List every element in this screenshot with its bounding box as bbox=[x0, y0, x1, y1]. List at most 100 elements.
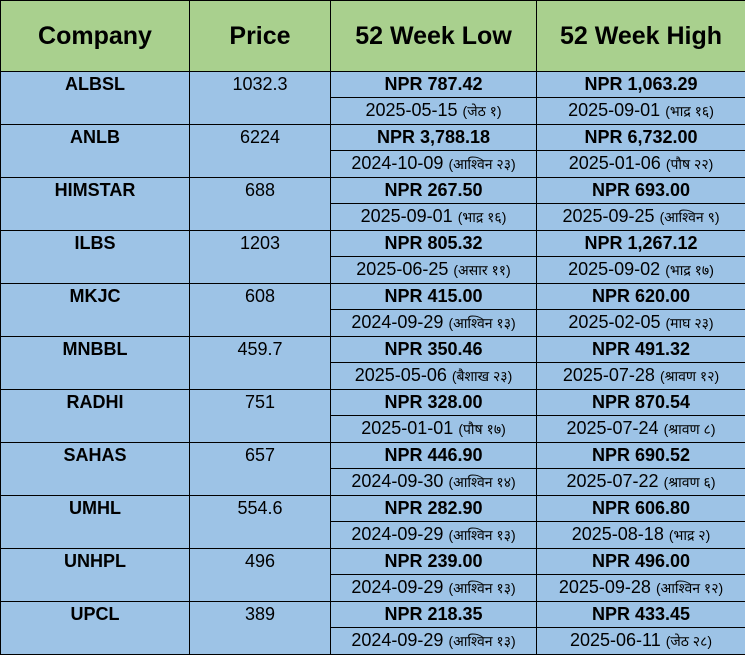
high-date-cell: 2025-07-22 (श्रावण ६) bbox=[536, 468, 745, 496]
table-row: ILBS 1203 NPR 805.32 NPR 1,267.12 bbox=[0, 230, 745, 284]
high-date-nepali: (श्रावण ८) bbox=[663, 421, 716, 437]
high-date-cell: 2025-01-06 (पौष २२) bbox=[536, 150, 745, 178]
low-date-nepali: (आश्विन १३) bbox=[448, 315, 516, 331]
low-date: 2025-09-01 bbox=[360, 206, 453, 226]
low-date-cell: 2025-05-06 (बैशाख २३) bbox=[330, 362, 537, 390]
low-date: 2024-09-29 bbox=[351, 524, 444, 544]
low-date: 2024-09-29 bbox=[351, 577, 444, 597]
high-date-nepali: (माघ २३) bbox=[665, 315, 714, 331]
high-date: 2025-09-25 bbox=[562, 206, 655, 226]
high-date-nepali: (पौष २२) bbox=[665, 156, 714, 172]
high-price-cell: NPR 690.52 bbox=[536, 442, 745, 469]
table-row: UMHL 554.6 NPR 282.90 NPR 606.80 bbox=[0, 495, 745, 549]
header-price: Price bbox=[189, 0, 331, 72]
high-date-cell: 2025-07-24 (श्रावण ८) bbox=[536, 415, 745, 443]
low-price-cell: NPR 267.50 bbox=[330, 177, 537, 204]
price-cell: 1032.3 bbox=[189, 71, 331, 125]
table-row-dates: 2024-09-29 (आश्विन १३) 2025-06-11 (जेठ २… bbox=[1, 627, 745, 655]
high-date-cell: 2025-08-18 (भाद्र २) bbox=[536, 521, 745, 549]
low-price-cell: NPR 446.90 bbox=[330, 442, 537, 469]
low-date-cell: 2025-01-01 (पौष १७) bbox=[330, 415, 537, 443]
low-date-nepali: (असार ११) bbox=[453, 262, 511, 278]
high-date-cell: 2025-07-28 (श्रावण १२) bbox=[536, 362, 745, 390]
table-row-dates: 2024-09-29 (आश्विन १३) 2025-02-05 (माघ २… bbox=[1, 309, 745, 337]
high-date: 2025-09-28 bbox=[558, 577, 651, 597]
low-price-cell: NPR 282.90 bbox=[330, 495, 537, 522]
table-row: UNHPL 496 NPR 239.00 NPR 496.00 bbox=[0, 548, 745, 602]
table-row-dates: 2025-05-15 (जेठ १) 2025-09-01 (भाद्र १६) bbox=[1, 97, 745, 125]
price-cell: 6224 bbox=[189, 124, 331, 178]
low-date: 2024-09-29 bbox=[351, 312, 444, 332]
high-price-cell: NPR 1,267.12 bbox=[536, 230, 745, 257]
table-row: HIMSTAR 688 NPR 267.50 NPR 693.00 bbox=[0, 177, 745, 231]
table-row: ANLB 6224 NPR 3,788.18 NPR 6,732.00 bbox=[0, 124, 745, 178]
low-date-cell: 2025-05-15 (जेठ १) bbox=[330, 97, 537, 125]
low-date-nepali: (जेठ १) bbox=[462, 103, 502, 119]
high-price-cell: NPR 620.00 bbox=[536, 283, 745, 310]
company-cell: UMHL bbox=[0, 495, 190, 549]
high-date-cell: 2025-02-05 (माघ २३) bbox=[536, 309, 745, 337]
high-date: 2025-07-24 bbox=[566, 418, 659, 438]
price-cell: 751 bbox=[189, 389, 331, 443]
low-date-cell: 2024-09-29 (आश्विन १३) bbox=[330, 627, 537, 655]
low-date-cell: 2025-09-01 (भाद्र १६) bbox=[330, 203, 537, 231]
price-cell: 459.7 bbox=[189, 336, 331, 390]
table-row: UPCL 389 NPR 218.35 NPR 433.45 bbox=[0, 601, 745, 655]
low-date: 2025-05-15 bbox=[365, 100, 458, 120]
low-date-cell: 2025-06-25 (असार ११) bbox=[330, 256, 537, 284]
high-date-nepali: (भाद्र २) bbox=[668, 527, 711, 543]
low-price-cell: NPR 239.00 bbox=[330, 548, 537, 575]
table-row-dates: 2025-06-25 (असार ११) 2025-09-02 (भाद्र १… bbox=[1, 256, 745, 284]
high-date: 2025-09-02 bbox=[568, 259, 661, 279]
low-price-cell: NPR 805.32 bbox=[330, 230, 537, 257]
company-cell: UNHPL bbox=[0, 548, 190, 602]
high-price-cell: NPR 6,732.00 bbox=[536, 124, 745, 151]
header-52-week-high: 52 Week High bbox=[536, 0, 745, 72]
low-date-cell: 2024-09-30 (आश्विन १४) bbox=[330, 468, 537, 496]
high-price-cell: NPR 496.00 bbox=[536, 548, 745, 575]
low-date-cell: 2024-09-29 (आश्विन १३) bbox=[330, 574, 537, 602]
high-date-cell: 2025-09-25 (आश्विन ९) bbox=[536, 203, 745, 231]
low-price-cell: NPR 350.46 bbox=[330, 336, 537, 363]
high-date: 2025-01-06 bbox=[568, 153, 661, 173]
high-price-cell: NPR 693.00 bbox=[536, 177, 745, 204]
price-cell: 688 bbox=[189, 177, 331, 231]
price-cell: 657 bbox=[189, 442, 331, 496]
low-date-cell: 2024-10-09 (आश्विन २३) bbox=[330, 150, 537, 178]
table-row: RADHI 751 NPR 328.00 NPR 870.54 bbox=[0, 389, 745, 443]
table-row: MNBBL 459.7 NPR 350.46 NPR 491.32 bbox=[0, 336, 745, 390]
low-date: 2025-01-01 bbox=[361, 418, 454, 438]
table-row-dates: 2025-09-01 (भाद्र १६) 2025-09-25 (आश्विन… bbox=[1, 203, 745, 231]
high-date-nepali: (श्रावण १२) bbox=[659, 368, 720, 384]
high-date-cell: 2025-09-28 (आश्विन १२) bbox=[536, 574, 745, 602]
low-date-nepali: (आश्विन १४) bbox=[448, 474, 516, 490]
table-row: ALBSL 1032.3 NPR 787.42 NPR 1,063.29 bbox=[0, 71, 745, 125]
high-date-nepali: (जेठ २८) bbox=[665, 633, 713, 649]
low-price-cell: NPR 3,788.18 bbox=[330, 124, 537, 151]
high-date: 2025-07-22 bbox=[566, 471, 659, 491]
high-date-cell: 2025-06-11 (जेठ २८) bbox=[536, 627, 745, 655]
low-price-cell: NPR 415.00 bbox=[330, 283, 537, 310]
table-row-dates: 2024-10-09 (आश्विन २३) 2025-01-06 (पौष २… bbox=[1, 150, 745, 178]
low-date-nepali: (बैशाख २३) bbox=[451, 368, 513, 384]
high-date: 2025-08-18 bbox=[571, 524, 664, 544]
high-date-nepali: (आश्विन १२) bbox=[655, 580, 724, 596]
low-date: 2025-06-25 bbox=[356, 259, 449, 279]
high-date-cell: 2025-09-02 (भाद्र १७) bbox=[536, 256, 745, 284]
low-price-cell: NPR 218.35 bbox=[330, 601, 537, 628]
table-row-dates: 2024-09-29 (आश्विन १३) 2025-08-18 (भाद्र… bbox=[1, 521, 745, 549]
company-cell: RADHI bbox=[0, 389, 190, 443]
company-cell: ILBS bbox=[0, 230, 190, 284]
high-price-cell: NPR 433.45 bbox=[536, 601, 745, 628]
low-date: 2024-09-30 bbox=[351, 471, 444, 491]
low-date: 2024-09-29 bbox=[351, 630, 444, 650]
company-cell: ALBSL bbox=[0, 71, 190, 125]
high-date-cell: 2025-09-01 (भाद्र १६) bbox=[536, 97, 745, 125]
company-cell: UPCL bbox=[0, 601, 190, 655]
low-date-nepali: (पौष १७) bbox=[458, 421, 506, 437]
table-row: MKJC 608 NPR 415.00 NPR 620.00 bbox=[0, 283, 745, 337]
company-cell: MNBBL bbox=[0, 336, 190, 390]
company-cell: SAHAS bbox=[0, 442, 190, 496]
low-date: 2024-10-09 bbox=[351, 153, 444, 173]
company-cell: MKJC bbox=[0, 283, 190, 337]
